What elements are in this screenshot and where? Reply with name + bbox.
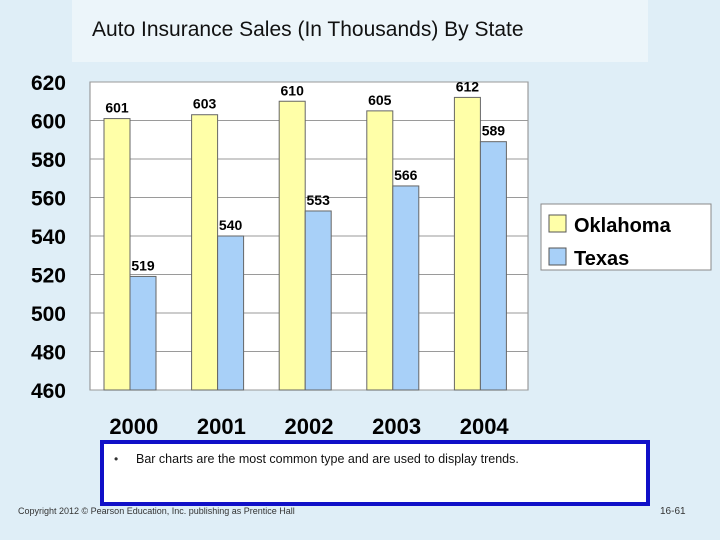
x-tick-label: 2000 [109, 414, 158, 439]
y-tick-label: 600 [31, 111, 66, 134]
slide-title: Auto Insurance Sales (In Thousands) By S… [92, 18, 524, 41]
legend-swatch [548, 214, 567, 233]
y-tick-label: 580 [31, 149, 66, 172]
data-label: 566 [394, 167, 418, 183]
bar-texas [129, 275, 157, 391]
data-labels: 601 519 603 540 610 553 605 566 612 589 [105, 78, 505, 273]
data-label: 605 [368, 92, 392, 108]
y-tick-label: 460 [31, 380, 66, 403]
bar-oklahoma [103, 118, 131, 391]
y-tick-label: 540 [31, 226, 66, 249]
bar-oklahoma [278, 100, 306, 391]
data-label: 601 [105, 100, 129, 116]
slide-title-bar: Auto Insurance Sales (In Thousands) By S… [72, 0, 648, 62]
x-tick-label: 2003 [372, 414, 421, 439]
note-text: Bar charts are the most common type and … [136, 452, 519, 466]
legend-label: Texas [574, 248, 629, 270]
data-label: 610 [281, 82, 305, 98]
data-label: 519 [131, 257, 155, 273]
y-tick-label: 500 [31, 303, 66, 326]
bar-texas [304, 210, 332, 391]
y-tick-label: 620 [31, 72, 66, 95]
bullet-icon: • [114, 452, 119, 466]
bar-texas [392, 185, 420, 391]
note-box: • Bar charts are the most common type an… [100, 440, 650, 506]
data-label: 589 [482, 123, 506, 139]
legend-swatch [548, 247, 567, 266]
data-label: 603 [193, 96, 217, 112]
copyright-text: Copyright 2012 © Pearson Education, Inc.… [18, 506, 295, 516]
data-label: 612 [456, 78, 480, 94]
y-tick-label: 520 [31, 265, 66, 288]
bar-oklahoma [191, 114, 219, 391]
x-axis-ticks: 2000 2001 2002 2003 2004 [109, 414, 509, 439]
data-label: 553 [307, 192, 331, 208]
bar-oklahoma [366, 110, 394, 391]
x-tick-label: 2001 [197, 414, 246, 439]
y-tick-label: 480 [31, 342, 66, 365]
legend-label: Oklahoma [574, 215, 672, 237]
bar-texas [217, 235, 245, 391]
bar-texas [479, 141, 507, 391]
page-number: 16-61 [660, 506, 686, 517]
y-tick-label: 560 [31, 188, 66, 211]
data-label: 540 [219, 217, 243, 233]
bar-oklahoma [453, 96, 481, 391]
x-tick-label: 2002 [285, 414, 334, 439]
legend: Oklahoma Texas [540, 203, 712, 271]
legend-box [540, 203, 712, 271]
x-tick-label: 2004 [460, 414, 510, 439]
y-axis-ticks: 460 480 500 520 540 560 580 600 620 [31, 72, 66, 403]
bar-chart: 601 519 603 540 610 553 605 566 612 589 460 480 500… [31, 72, 712, 439]
bars [103, 96, 507, 391]
